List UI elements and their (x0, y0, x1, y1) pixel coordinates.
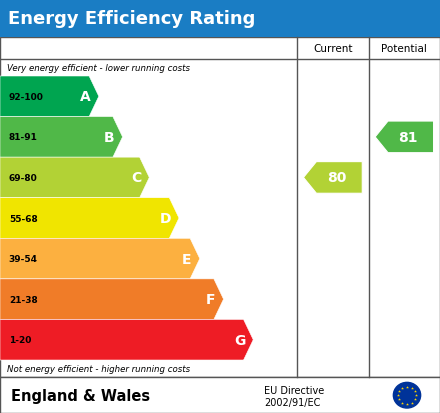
Text: Potential: Potential (381, 44, 427, 54)
Polygon shape (0, 239, 200, 279)
Text: Very energy efficient - lower running costs: Very energy efficient - lower running co… (7, 64, 190, 73)
Text: Current: Current (313, 44, 352, 54)
Text: 2002/91/EC: 2002/91/EC (264, 397, 320, 407)
Polygon shape (0, 117, 122, 158)
Text: E: E (182, 252, 191, 266)
Text: 1-20: 1-20 (9, 335, 31, 344)
Bar (0, 38, 440, 377)
Text: A: A (80, 90, 91, 104)
Text: B: B (104, 131, 115, 145)
Text: 81-91: 81-91 (9, 133, 38, 142)
Bar (0, 0, 440, 38)
Circle shape (393, 382, 421, 408)
Text: D: D (160, 211, 172, 225)
Text: 69-80: 69-80 (9, 173, 37, 183)
Text: Energy Efficiency Rating: Energy Efficiency Rating (8, 10, 255, 28)
Text: 81: 81 (399, 131, 418, 145)
Text: 80: 80 (327, 171, 346, 185)
Text: G: G (235, 333, 246, 347)
Bar (0, 377, 440, 413)
Text: Not energy efficient - higher running costs: Not energy efficient - higher running co… (7, 364, 190, 373)
Text: 39-54: 39-54 (9, 254, 38, 263)
Polygon shape (0, 158, 149, 198)
Text: C: C (131, 171, 141, 185)
Polygon shape (0, 198, 179, 239)
Text: 92-100: 92-100 (9, 93, 44, 102)
Text: EU Directive: EU Directive (264, 385, 324, 395)
Text: 55-68: 55-68 (9, 214, 37, 223)
Text: 21-38: 21-38 (9, 295, 37, 304)
Polygon shape (304, 162, 362, 194)
Polygon shape (0, 320, 253, 360)
Text: F: F (205, 292, 215, 306)
Polygon shape (0, 279, 224, 320)
Polygon shape (0, 77, 99, 117)
Polygon shape (375, 122, 433, 153)
Text: England & Wales: England & Wales (11, 388, 150, 403)
